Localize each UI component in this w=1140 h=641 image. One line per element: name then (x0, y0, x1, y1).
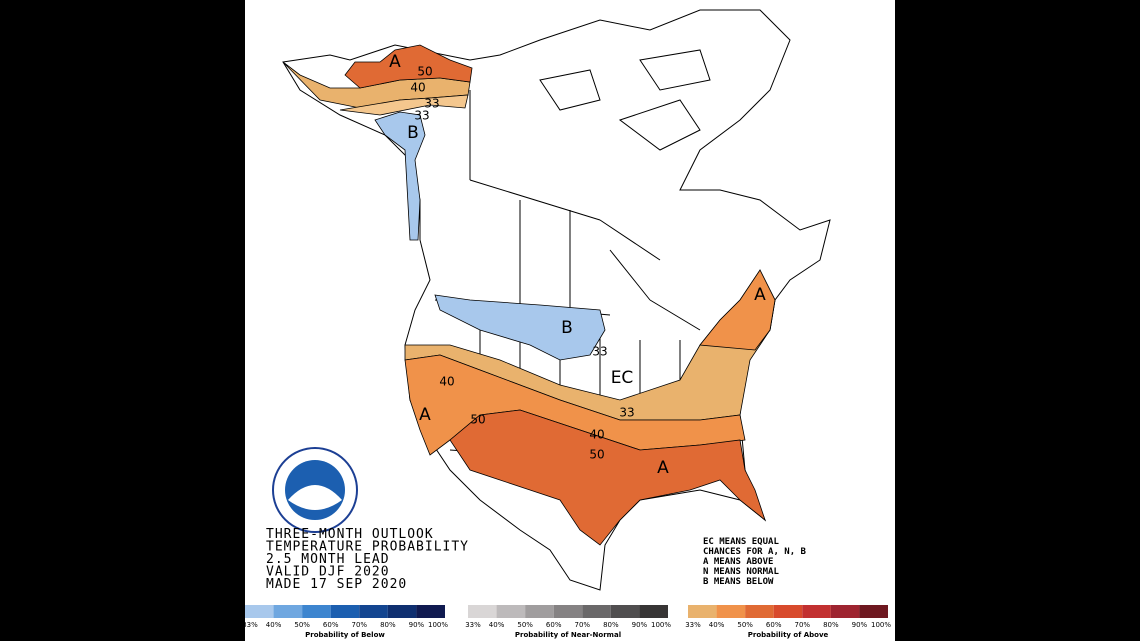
key-text: B MEANS BELOW (703, 577, 774, 587)
legend-tick: 100% (871, 621, 891, 629)
region-label: B (561, 318, 573, 338)
region-label: B (407, 123, 419, 143)
legend-tick: 100% (428, 621, 448, 629)
region-label: A (754, 285, 766, 305)
legend-swatch (553, 605, 583, 618)
legend-tick: 70% (352, 621, 368, 629)
legend-swatch (302, 605, 331, 618)
key-text: EC MEANS EQUAL (703, 537, 779, 547)
legend-swatch (359, 605, 388, 618)
region-label: A (389, 52, 401, 72)
legend-tick: 80% (380, 621, 396, 629)
legend-swatch (610, 605, 640, 618)
key-text: A MEANS ABOVE (703, 557, 773, 567)
region-label: A (419, 405, 431, 425)
contour-label: 40 (410, 81, 425, 95)
legend-swatch (582, 605, 611, 618)
contour-label: 40 (589, 428, 604, 442)
legend-title: Probability of Below (305, 631, 385, 639)
key-text: N MEANS NORMAL (703, 567, 779, 577)
legend-tick: 40% (709, 621, 725, 629)
legend-swatch (802, 605, 831, 618)
legend-tick: 80% (823, 621, 839, 629)
legend-tick: 33% (465, 621, 481, 629)
legend-tick: 100% (651, 621, 671, 629)
legend-swatch (716, 605, 746, 618)
legend-tick: 70% (575, 621, 591, 629)
legend-tick: 60% (546, 621, 562, 629)
legend-swatch (245, 605, 274, 618)
outlook-title: MADE 17 SEP 2020 (266, 577, 407, 592)
contour-label: 50 (417, 65, 432, 79)
outlook-title: TEMPERATURE PROBABILITY (266, 540, 469, 555)
legend-tick: 90% (852, 621, 868, 629)
key-text: CHANCES FOR A, N, B (703, 547, 807, 557)
legend-swatch (416, 605, 445, 618)
contour-label: 40 (439, 375, 454, 389)
legend-swatch (688, 605, 717, 618)
legend-swatch (496, 605, 526, 618)
outlook-title: VALID DJF 2020 (266, 565, 390, 580)
legend-swatch (773, 605, 803, 618)
legend-tick: 33% (242, 621, 258, 629)
legend-tick: 60% (766, 621, 782, 629)
legend-swatch (468, 605, 497, 618)
legend-tick: 70% (795, 621, 811, 629)
legend-title: Probability of Above (748, 631, 829, 639)
legend-swatch (859, 605, 888, 618)
noaa-logo (272, 447, 358, 533)
region-label: EC (611, 368, 634, 388)
contour-label: 33 (619, 406, 634, 420)
outlook-title: THREE-MONTH OUTLOOK (266, 527, 434, 542)
legend-swatch (639, 605, 668, 618)
contour-label: 33 (424, 97, 439, 111)
legend-title: Probability of Near-Normal (515, 631, 621, 639)
legend-tick: 40% (489, 621, 505, 629)
legend-swatch (387, 605, 417, 618)
probability-areas (282, 44, 776, 546)
contour-label: 33 (592, 345, 607, 359)
legend-swatch (525, 605, 554, 618)
legend-tick: 33% (685, 621, 701, 629)
legend-tick: 50% (294, 621, 310, 629)
legend-tick: 90% (409, 621, 425, 629)
contour-label: 50 (589, 448, 604, 462)
legend-swatch (745, 605, 774, 618)
legend-swatch (273, 605, 303, 618)
outlook-title: 2.5 MONTH LEAD (266, 552, 390, 567)
legend-swatch (330, 605, 360, 618)
contour-label: 33 (414, 109, 429, 123)
legend-tick: 50% (517, 621, 533, 629)
legend-tick: 60% (323, 621, 339, 629)
legend-tick: 50% (737, 621, 753, 629)
legend-swatch (830, 605, 860, 618)
legend-tick: 40% (266, 621, 282, 629)
legend-tick: 90% (632, 621, 648, 629)
legend-tick: 80% (603, 621, 619, 629)
contour-label: 50 (470, 413, 485, 427)
region-label: A (657, 458, 669, 478)
